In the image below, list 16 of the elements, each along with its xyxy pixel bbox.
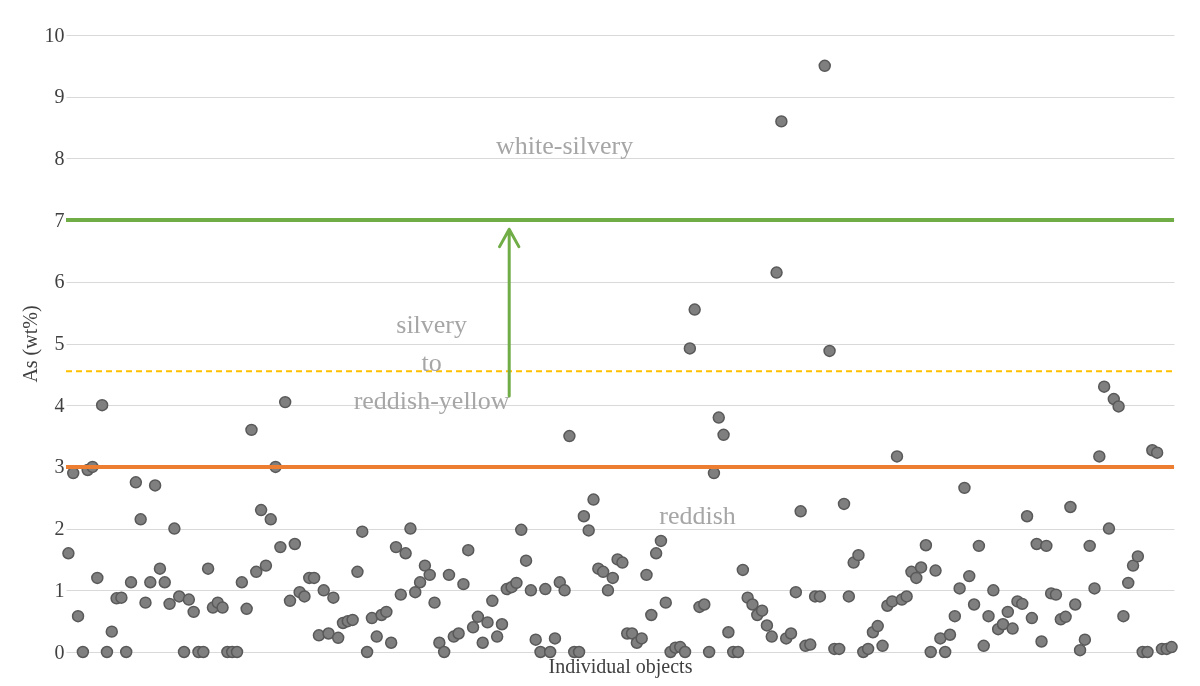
y-tick-label: 6 (54, 270, 65, 293)
y-tick-label: 7 (54, 208, 65, 231)
y-tick-label: 1 (54, 578, 65, 601)
annotation: reddish (659, 501, 736, 531)
y-tick-label: 2 (54, 517, 65, 540)
y-tick-label: 10 (44, 23, 65, 46)
y-tick-label: 4 (54, 393, 65, 416)
annotation: white-silvery (496, 131, 634, 161)
x-axis-title: Individual objects (548, 654, 693, 678)
y-tick-label: 3 (54, 455, 65, 478)
annotation: silvery to reddish-yellow (353, 309, 510, 415)
y-tick-label: 8 (54, 146, 65, 169)
y-tick-label: 5 (54, 332, 65, 354)
y-axis-title: As (wt%) (18, 305, 42, 383)
y-tick-label: 9 (54, 85, 65, 108)
y-tick-label: 0 (54, 640, 65, 663)
